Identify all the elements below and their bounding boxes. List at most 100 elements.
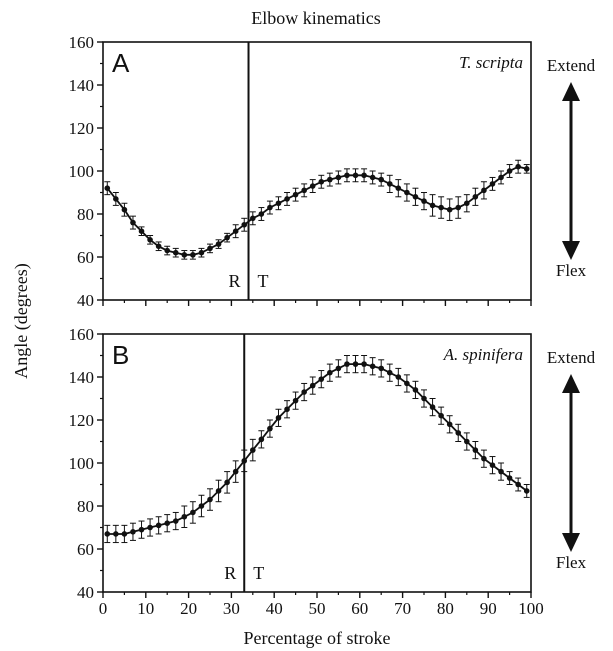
data-point	[327, 369, 333, 376]
data-point	[232, 468, 239, 475]
y-tick-label: 140	[69, 76, 95, 95]
flex-label: Flex	[556, 553, 587, 572]
data-point	[232, 228, 239, 234]
y-tick-label: 160	[69, 325, 95, 344]
data-point	[395, 374, 402, 380]
data-point	[412, 194, 419, 200]
data-point	[301, 389, 307, 395]
phase-label-before: R	[224, 563, 236, 583]
data-point	[138, 526, 145, 533]
series-line	[107, 363, 528, 535]
data-point	[515, 481, 521, 488]
data-point	[446, 206, 453, 213]
arrow-head-down	[562, 533, 580, 552]
y-tick-label: 120	[69, 411, 95, 430]
data-point	[190, 252, 196, 258]
phase-label-before: R	[229, 271, 241, 291]
data-point	[215, 241, 222, 247]
data-point	[104, 531, 111, 537]
data-point	[267, 204, 273, 211]
data-point	[250, 215, 256, 222]
x-tick-label: 60	[351, 599, 368, 618]
data-point	[386, 181, 393, 187]
x-tick-label: 100	[518, 599, 544, 618]
x-axis-label: Percentage of stroke	[244, 628, 391, 648]
data-point	[284, 196, 290, 202]
y-tick-label: 80	[77, 497, 94, 516]
data-point	[446, 421, 453, 428]
species-label: T. scripta	[459, 53, 523, 72]
y-tick-label: 120	[69, 119, 95, 138]
y-tick-label: 80	[77, 205, 94, 224]
y-tick-label: 100	[69, 454, 95, 473]
data-point	[147, 237, 153, 243]
data-point	[404, 189, 410, 196]
data-point	[267, 425, 273, 432]
data-point	[344, 361, 350, 367]
data-point	[506, 168, 513, 174]
data-point	[181, 513, 188, 520]
data-point	[198, 249, 205, 256]
data-point	[258, 436, 265, 443]
data-point	[181, 252, 188, 258]
x-tick-label: 30	[223, 599, 240, 618]
x-tick-label: 10	[137, 599, 154, 618]
data-point	[352, 172, 359, 179]
data-point	[309, 183, 316, 189]
data-point	[121, 206, 128, 213]
data-point	[250, 447, 256, 453]
data-point	[190, 509, 196, 516]
arrow-head-up	[562, 374, 580, 393]
data-point	[335, 174, 342, 181]
data-point	[421, 198, 427, 204]
data-point	[455, 430, 462, 436]
data-point	[489, 462, 496, 468]
data-point	[472, 447, 479, 453]
data-point	[455, 204, 462, 211]
y-tick-label: 100	[69, 162, 95, 181]
plot-frame	[102, 41, 532, 301]
series-line	[106, 165, 527, 256]
plot-frame	[102, 333, 532, 593]
data-point	[284, 406, 290, 413]
data-point	[515, 163, 521, 170]
data-point	[147, 524, 153, 531]
data-point	[464, 438, 470, 445]
data-point	[523, 166, 530, 172]
phase-label-after: T	[253, 563, 264, 583]
data-point	[327, 176, 333, 183]
x-tick-label: 70	[394, 599, 411, 618]
data-point	[395, 185, 402, 191]
data-point	[155, 522, 162, 529]
x-tick-label: 40	[266, 599, 283, 618]
data-point	[498, 174, 504, 181]
y-tick-label: 40	[77, 291, 94, 310]
data-point	[309, 382, 316, 389]
arrow-head-down	[562, 241, 580, 260]
data-point	[421, 395, 427, 402]
data-point	[369, 174, 376, 181]
data-point	[130, 529, 136, 535]
panel-label: A	[112, 48, 130, 78]
data-point	[198, 503, 205, 509]
data-point	[172, 249, 179, 256]
x-tick-label: 50	[309, 599, 326, 618]
panel-b: 40 60 80 100 120 140 160 0 10 20 30 40 50 60 70 80 90 100…	[69, 325, 596, 618]
data-point	[130, 219, 136, 226]
data-point	[378, 176, 385, 183]
data-point	[104, 185, 111, 191]
data-point	[318, 376, 325, 382]
data-point	[438, 204, 444, 211]
x-tick-label: 80	[437, 599, 454, 618]
data-point	[523, 488, 530, 494]
data-point	[224, 234, 230, 241]
data-point	[224, 479, 230, 486]
data-point	[361, 361, 367, 367]
y-tick-label: 60	[77, 540, 94, 559]
y-tick-label: 140	[69, 368, 95, 387]
data-point	[352, 361, 359, 367]
data-point	[301, 187, 307, 194]
chart-title: Elbow kinematics	[251, 8, 380, 28]
data-point	[241, 221, 248, 228]
